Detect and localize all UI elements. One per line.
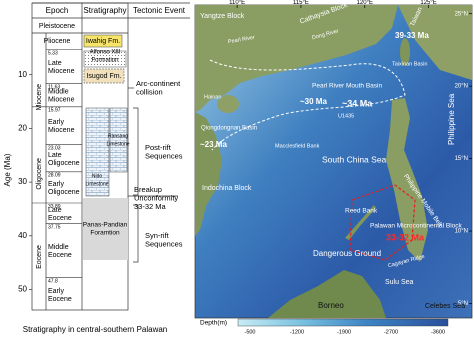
epoch-label: Pleistocene [39, 23, 75, 30]
depth-tick-label: -1900 [337, 329, 351, 335]
palawan-block-outline [349, 184, 416, 261]
formation-label: Isugod Fm. [86, 73, 121, 80]
formation-label: Iwahig Fm. [86, 38, 120, 45]
formation-label: Nido Limestone [85, 174, 108, 188]
y-tick-label: 30 [18, 177, 27, 186]
indochina-land [195, 112, 222, 236]
lat-label: 15°N [455, 156, 468, 162]
depth-tick-label: -3600 [431, 329, 445, 335]
map-label: 33-32 Ma [386, 232, 425, 242]
map-label: Pearl River Mouth Basin [312, 83, 382, 90]
lon-label: 120°E [357, 0, 373, 6]
column-header: Stratigraphy [83, 6, 126, 15]
ransang-block [109, 107, 128, 173]
boundary-label: 37.75 [48, 225, 61, 231]
caption: Stratigraphy in central-southern Palawan [23, 325, 168, 334]
lon-label: 110°E [229, 0, 245, 6]
lat-label: 25°N [455, 11, 468, 17]
epoch-label: Middle Eocene [48, 244, 72, 259]
column-header: Epoch [46, 6, 69, 15]
event-label: Breakup Unconformity 33-32 Ma [134, 185, 178, 211]
depth-title: Depth(m) [200, 320, 227, 327]
lat-label: 5°N [458, 301, 468, 307]
map-label: Sulu Sea [385, 279, 414, 286]
map-label: Pearl River [228, 35, 256, 46]
y-tick-label: 40 [18, 231, 27, 240]
depth-tick-label: -1200 [290, 329, 304, 335]
nido-block [85, 107, 110, 197]
ryukyu-land [398, 5, 472, 80]
map-label: ~30 Ma [300, 97, 327, 106]
map-label: ~23 Ma [200, 140, 227, 149]
alfonso-block [83, 50, 127, 68]
map [194, 4, 473, 327]
y-axis-label: Age (Ma) [3, 153, 12, 186]
china-land [195, 5, 398, 112]
map-label: Celebes Sea [425, 303, 465, 310]
formation-label: Alfonso XIII Formation [90, 49, 121, 63]
map-label: Qiongdongnan Basin [201, 126, 257, 132]
event-label: Arc-continent collision [136, 79, 181, 97]
tectonic-brackets [128, 87, 178, 263]
lon-label: 115°E [293, 0, 309, 6]
boundary-label: 11.63 [48, 84, 60, 90]
boundary-label: 28.09 [48, 173, 61, 179]
epoch-label: Early Oligocene [48, 181, 80, 196]
group-label: Eocene [36, 245, 43, 269]
epoch-label: Middle Miocene [48, 88, 75, 103]
depth-tick-label: -500 [244, 329, 255, 335]
boundary-label: 5.33 [48, 50, 58, 56]
map-label: Hainan [204, 94, 221, 100]
epoch-label: Early Eocene [48, 288, 72, 303]
boundary-label: 33.89 [48, 204, 61, 210]
boundary-label: 47.8 [48, 279, 58, 285]
column-header: Tectonic Event [133, 6, 186, 15]
event-label: Post-rift Sequences [145, 143, 183, 161]
map-label: Macclesfield Bank [275, 143, 320, 149]
panas-block [83, 198, 128, 260]
strat-frame [31, 2, 190, 311]
epoch-label: Late Oligocene [48, 152, 80, 167]
iwahig-block [83, 34, 123, 48]
borneo-land [268, 270, 386, 318]
map-label: U1435 [338, 113, 354, 119]
event-label: Syn-rift Sequences [145, 231, 183, 249]
map-label: Dangerous Ground [313, 249, 381, 258]
epoch-label: Late Miocene [48, 60, 75, 75]
map-label: Philippine Sea [447, 93, 456, 145]
taiwan-land [400, 38, 410, 66]
basin-outline [209, 59, 406, 151]
map-label: Borneo [318, 301, 344, 310]
palawan-land [345, 205, 376, 240]
y-tick-label: 20 [18, 124, 27, 133]
epoch-label: Pliocene [44, 38, 71, 45]
boundary-label: 15.97 [48, 108, 61, 114]
lat-label: 10°N [455, 229, 468, 235]
lon-label: 125°E [420, 0, 436, 6]
map-label: Palawan Microcontinental Block [370, 223, 463, 230]
lat-label: 20°N [455, 84, 468, 90]
isugod-block [83, 68, 125, 84]
group-label: Oligocene [36, 158, 43, 190]
hainan-land [217, 95, 239, 113]
map-label: 39-33 Ma [395, 31, 429, 40]
philippines-land [386, 98, 428, 262]
map-label: ~34 Ma [342, 98, 373, 108]
epoch-label: Late Eocene [48, 207, 72, 222]
map-label: Indochina Block [202, 185, 252, 192]
epoch-label: Early Miocene [48, 119, 75, 134]
formation-label: Ransang Limestone [106, 134, 129, 148]
group-label: Miocene [36, 84, 43, 111]
map-label: South China Sea [322, 154, 387, 164]
map-label: Taixinan Basin [392, 61, 427, 67]
formation-label: Panas-Pandian Foramtion [83, 221, 128, 236]
depth-colorbar [237, 318, 449, 327]
map-label: Yangtze Block [200, 13, 245, 20]
boundary-label: 23.03 [48, 146, 61, 152]
map-label: Reed Bank [345, 208, 378, 215]
y-tick-label: 10 [18, 70, 27, 79]
depth-tick-label: -2700 [384, 329, 398, 335]
y-tick-label: 50 [18, 285, 27, 294]
